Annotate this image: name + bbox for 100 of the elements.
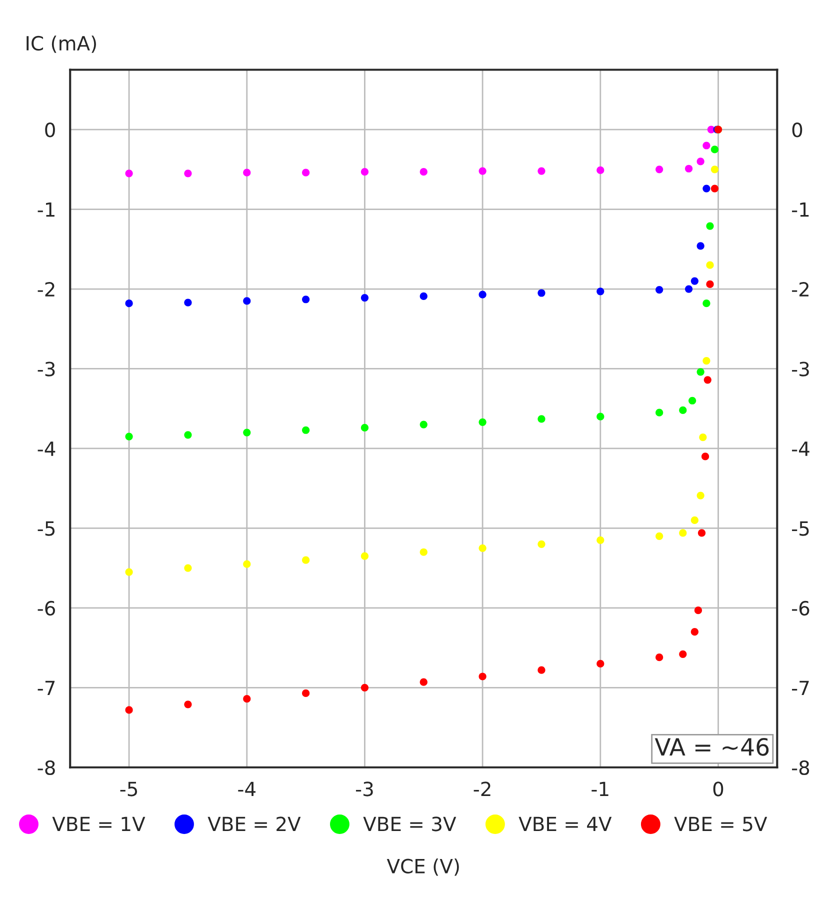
point: [690, 628, 698, 636]
point: [656, 408, 664, 416]
y-tick-label: -4: [38, 442, 56, 456]
point: [656, 654, 664, 662]
point: [125, 568, 133, 576]
point: [478, 418, 486, 426]
point: [478, 544, 486, 552]
y2-tick-label: -2: [792, 282, 808, 296]
point: [302, 426, 310, 434]
point: [679, 406, 687, 414]
point: [184, 564, 192, 572]
point: [184, 431, 192, 439]
point: [360, 684, 369, 692]
point: [694, 606, 702, 614]
x-tick-label: 0: [713, 782, 724, 796]
legend-label: VBE = 2V: [208, 816, 301, 832]
point: [706, 222, 714, 230]
point: [125, 170, 133, 178]
point: [596, 536, 604, 544]
point: [710, 166, 718, 174]
point: [538, 167, 546, 175]
x-tick-label: -1: [592, 782, 608, 796]
point: [243, 560, 251, 568]
point: [360, 168, 369, 176]
point: [184, 298, 192, 306]
y-tick-label: -6: [38, 600, 56, 616]
y-axis-title: IC (mA): [26, 36, 96, 53]
point: [243, 695, 251, 703]
y2-tick-label: -1: [792, 202, 809, 217]
y2-tick-label: -5: [792, 521, 809, 536]
point: [538, 666, 546, 674]
y2-tick-label: -4: [792, 442, 810, 456]
point: [478, 167, 486, 175]
point: [679, 529, 687, 537]
point: [538, 540, 546, 548]
point: [690, 516, 698, 524]
point: [696, 368, 704, 376]
point: [702, 356, 710, 365]
y-tick-label: -1: [38, 202, 54, 217]
legend-label: VBE = 1V: [52, 816, 146, 832]
point: [701, 452, 710, 460]
y-tick-label: -8: [38, 760, 55, 776]
point: [538, 289, 546, 297]
point: [302, 689, 310, 698]
point: [702, 300, 710, 308]
y-tick-label: -7: [38, 680, 55, 696]
point: [710, 184, 718, 192]
x-tick-label: -4: [238, 782, 256, 796]
point: [706, 261, 714, 269]
point: [656, 166, 664, 174]
point: [596, 660, 604, 668]
point: [243, 428, 251, 436]
y-tick-label: -3: [38, 362, 55, 376]
point: [302, 168, 310, 176]
point: [125, 300, 133, 308]
point: [702, 142, 710, 150]
point: [699, 434, 707, 442]
point: [596, 412, 604, 420]
point: [698, 529, 706, 537]
point: [302, 556, 310, 564]
annotation: VA = ~46: [654, 738, 769, 756]
point: [710, 146, 718, 154]
point: [706, 280, 714, 288]
y-tick-label: 0: [45, 122, 55, 138]
point: [704, 376, 712, 384]
y2-tick-label: -6: [792, 600, 810, 616]
point: [596, 288, 604, 296]
point: [596, 166, 604, 174]
point: [688, 396, 696, 404]
point: [125, 706, 133, 714]
x-tick-label: -2: [474, 782, 490, 796]
point: [478, 290, 486, 298]
point: [696, 242, 704, 250]
point: [679, 650, 687, 658]
point: [184, 700, 192, 708]
point: [360, 294, 369, 302]
point: [420, 292, 428, 300]
point: [420, 678, 428, 686]
legend-label: VBE = 3V: [363, 816, 456, 832]
point: [538, 415, 546, 423]
point: [125, 432, 133, 440]
point: [702, 184, 710, 192]
y2-tick-label: -3: [792, 362, 809, 376]
point: [420, 548, 428, 556]
point: [656, 532, 664, 540]
y-tick-label: -5: [38, 521, 55, 536]
point: [696, 158, 704, 166]
y2-tick-label: -8: [792, 760, 810, 776]
x-tick-label: -5: [120, 782, 138, 796]
point: [243, 297, 251, 305]
point: [656, 286, 664, 294]
y2-tick-label: 0: [792, 122, 802, 138]
point: [684, 164, 693, 172]
point: [420, 420, 428, 428]
point: [243, 168, 251, 176]
y-tick-label: -2: [38, 282, 54, 296]
x-axis-title: VCE (V): [386, 858, 459, 876]
point: [184, 170, 192, 178]
x-tick-label: -3: [356, 782, 373, 796]
y2-tick-label: -7: [792, 680, 809, 696]
